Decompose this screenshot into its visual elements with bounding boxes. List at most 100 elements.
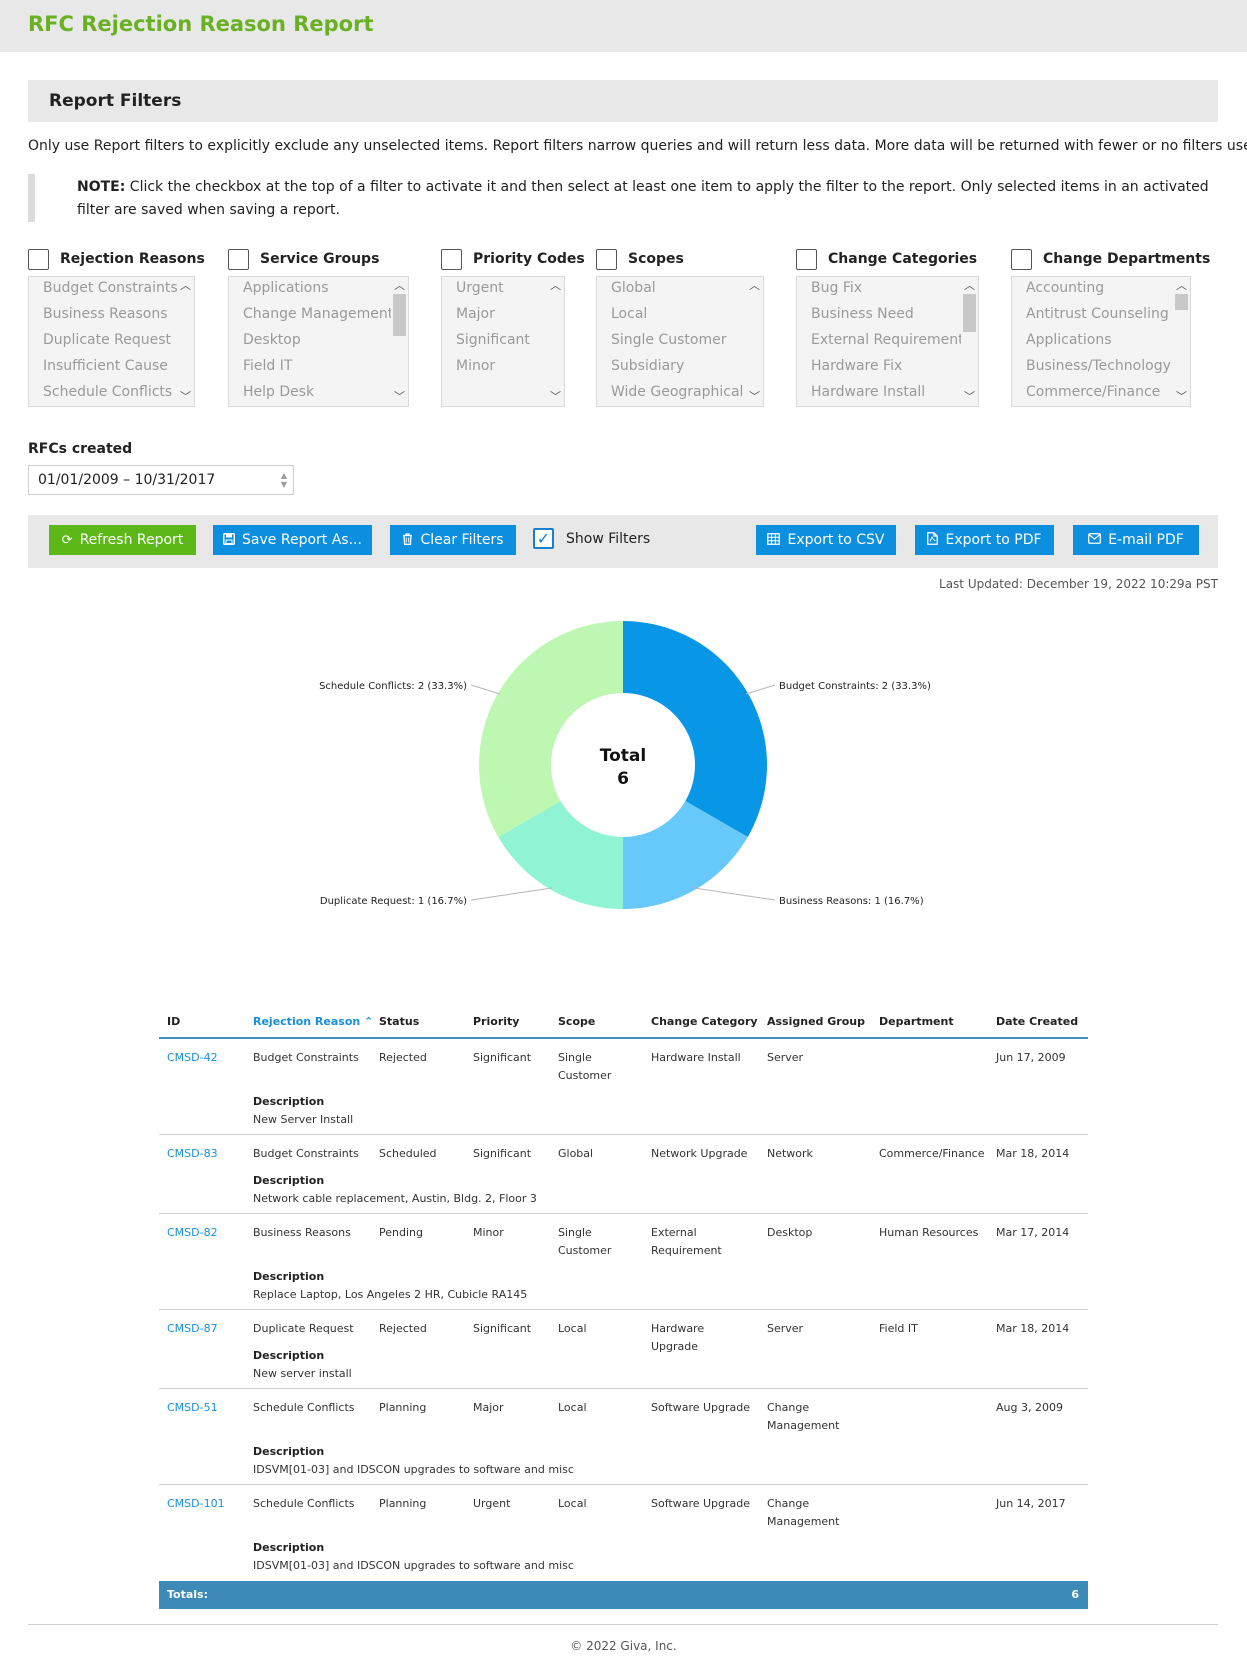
filter-option[interactable]: Budget Constraints: [43, 280, 178, 296]
filter-option[interactable]: Hardware Fix: [811, 358, 903, 374]
scroll-up-icon[interactable]: ︿: [964, 279, 975, 292]
filter-option[interactable]: Business Need: [811, 306, 914, 322]
filter-option[interactable]: Business/Technology: [1026, 358, 1171, 374]
filter-option[interactable]: External Requirement: [811, 332, 964, 348]
filter-option[interactable]: Urgent: [456, 280, 504, 296]
rfc-id-link[interactable]: CMSD-42: [167, 1051, 218, 1064]
filter-option[interactable]: Global: [611, 280, 656, 296]
scroll-up-icon[interactable]: ︿: [394, 279, 405, 292]
col-header-id[interactable]: ID: [167, 1015, 181, 1028]
col-header-date-created[interactable]: Date Created: [996, 1015, 1079, 1028]
scrollbar-thumb[interactable]: [963, 294, 976, 332]
filter-option[interactable]: Applications: [243, 280, 329, 296]
table-icon: [767, 532, 781, 548]
filter-option[interactable]: Subsidiary: [611, 358, 685, 374]
filter-option[interactable]: Significant: [456, 332, 530, 348]
filter-option[interactable]: Commerce/Finance: [1026, 384, 1161, 400]
listbox-scrollbar[interactable]: ︿ ﹀: [391, 277, 408, 406]
filter-listbox[interactable]: Budget Constraints Business Reasons Dupl…: [28, 276, 195, 407]
filter-option[interactable]: Insufficient Cause: [43, 358, 168, 374]
filter-option[interactable]: Major: [456, 306, 495, 322]
scrollbar-thumb[interactable]: [1175, 294, 1188, 310]
filter-checkbox[interactable]: [441, 249, 462, 270]
scroll-up-icon[interactable]: ︿: [550, 279, 561, 292]
col-header-status[interactable]: Status: [379, 1015, 420, 1028]
cell-date: Jun 17, 2009: [996, 1051, 1066, 1064]
cell-category: External Requirement: [651, 1226, 722, 1257]
listbox-scrollbar[interactable]: ︿ ﹀: [547, 277, 564, 406]
filter-checkbox[interactable]: [28, 249, 49, 270]
col-header-department[interactable]: Department: [879, 1015, 954, 1028]
export-csv-button[interactable]: Export to CSV: [756, 525, 896, 555]
scroll-down-icon[interactable]: ﹀: [550, 390, 561, 403]
scroll-up-icon[interactable]: ︿: [1176, 279, 1187, 292]
filter-option[interactable]: Accounting: [1026, 280, 1105, 296]
scroll-down-icon[interactable]: ﹀: [1176, 390, 1187, 403]
filter-checkbox[interactable]: [596, 249, 617, 270]
cell-date: Aug 3, 2009: [996, 1401, 1063, 1414]
filter-option[interactable]: Local: [611, 306, 648, 322]
filter-option[interactable]: Schedule Conflicts: [43, 384, 173, 400]
col-header-priority[interactable]: Priority: [473, 1015, 520, 1028]
email-pdf-button[interactable]: E-mail PDF: [1073, 525, 1199, 555]
scrollbar-thumb[interactable]: [393, 294, 406, 336]
filter-listbox[interactable]: Bug Fix Business Need External Requireme…: [796, 276, 979, 407]
filter-checkbox[interactable]: [796, 249, 817, 270]
scroll-down-icon[interactable]: ﹀: [749, 390, 760, 403]
refresh-report-button[interactable]: ⟳ Refresh Report: [49, 525, 196, 555]
filter-listbox[interactable]: Accounting Antitrust Counseling Applicat…: [1011, 276, 1191, 407]
date-spinner-icon[interactable]: ▲ ▼: [280, 471, 287, 489]
export-pdf-button[interactable]: Export to PDF: [915, 525, 1054, 555]
rfc-id-link[interactable]: CMSD-101: [167, 1497, 225, 1510]
date-range-input[interactable]: 01/01/2009 – 10/31/2017 ▲ ▼: [28, 465, 294, 495]
donut-slice-business-reasons[interactable]: [623, 801, 748, 909]
scroll-down-icon[interactable]: ﹀: [394, 390, 405, 403]
filter-listbox[interactable]: Global Local Single Customer Subsidiary …: [596, 276, 764, 407]
rfc-id-link[interactable]: CMSD-82: [167, 1226, 218, 1239]
show-filters-checkbox[interactable]: ✓: [533, 528, 554, 549]
rfc-id-link[interactable]: CMSD-87: [167, 1322, 218, 1335]
filter-option[interactable]: Business Reasons: [43, 306, 168, 322]
col-header-assigned-group[interactable]: Assigned Group: [767, 1015, 865, 1028]
filter-option[interactable]: Applications: [1026, 332, 1112, 348]
filter-checkbox[interactable]: [1011, 249, 1032, 270]
listbox-scrollbar[interactable]: ︿ ﹀: [177, 277, 194, 406]
filter-option[interactable]: Field IT: [243, 358, 293, 374]
filter-checkbox[interactable]: [228, 249, 249, 270]
donut-leader-line: [693, 887, 776, 901]
rfc-id-link[interactable]: CMSD-83: [167, 1147, 218, 1160]
filter-option[interactable]: Help Desk: [243, 384, 315, 400]
listbox-scrollbar[interactable]: ︿ ﹀: [1173, 277, 1190, 406]
save-report-as-label: Save Report As...: [242, 532, 362, 548]
filter-option[interactable]: Antitrust Counseling: [1026, 306, 1169, 322]
scroll-down-icon[interactable]: ﹀: [964, 390, 975, 403]
filter-option[interactable]: Change Management: [243, 306, 394, 322]
col-header-scope[interactable]: Scope: [558, 1015, 596, 1028]
cell-reason: Budget Constraints: [253, 1051, 359, 1064]
listbox-scrollbar[interactable]: ︿ ﹀: [961, 277, 978, 406]
filter-option[interactable]: Desktop: [243, 332, 301, 348]
filter-listbox[interactable]: Urgent Major Significant Minor ︿ ﹀: [441, 276, 565, 407]
clear-filters-button[interactable]: Clear Filters: [390, 525, 516, 555]
filter-option[interactable]: Wide Geographical: [611, 384, 744, 400]
filter-listbox[interactable]: Applications Change Management Desktop F…: [228, 276, 409, 407]
filter-option[interactable]: Duplicate Request: [43, 332, 172, 348]
donut-slice-duplicate-request[interactable]: [498, 801, 623, 909]
listbox-scrollbar[interactable]: ︿ ﹀: [746, 277, 763, 406]
rfc-id-link[interactable]: CMSD-51: [167, 1401, 218, 1414]
col-header-rejection-reason[interactable]: Rejection Reason ⌃: [253, 1015, 373, 1028]
filter-option[interactable]: Bug Fix: [811, 280, 863, 296]
filter-option[interactable]: Hardware Install: [811, 384, 926, 400]
donut-slice-schedule-conflicts[interactable]: [478, 621, 623, 837]
filter-option[interactable]: Single Customer: [611, 332, 727, 348]
save-report-as-button[interactable]: Save Report As...: [213, 525, 372, 555]
filter-option[interactable]: Minor: [456, 358, 496, 374]
scroll-down-icon[interactable]: ﹀: [180, 390, 191, 403]
donut-slice-budget-constraints[interactable]: [623, 621, 767, 837]
col-header-change-category[interactable]: Change Category: [651, 1015, 758, 1028]
note-box: NOTE: Click the checkbox at the top of a…: [28, 174, 1218, 222]
cell-group: Change Management: [767, 1401, 840, 1432]
scroll-up-icon[interactable]: ︿: [180, 279, 191, 292]
scroll-up-icon[interactable]: ︿: [749, 279, 760, 292]
cell-scope: Local: [558, 1401, 587, 1414]
